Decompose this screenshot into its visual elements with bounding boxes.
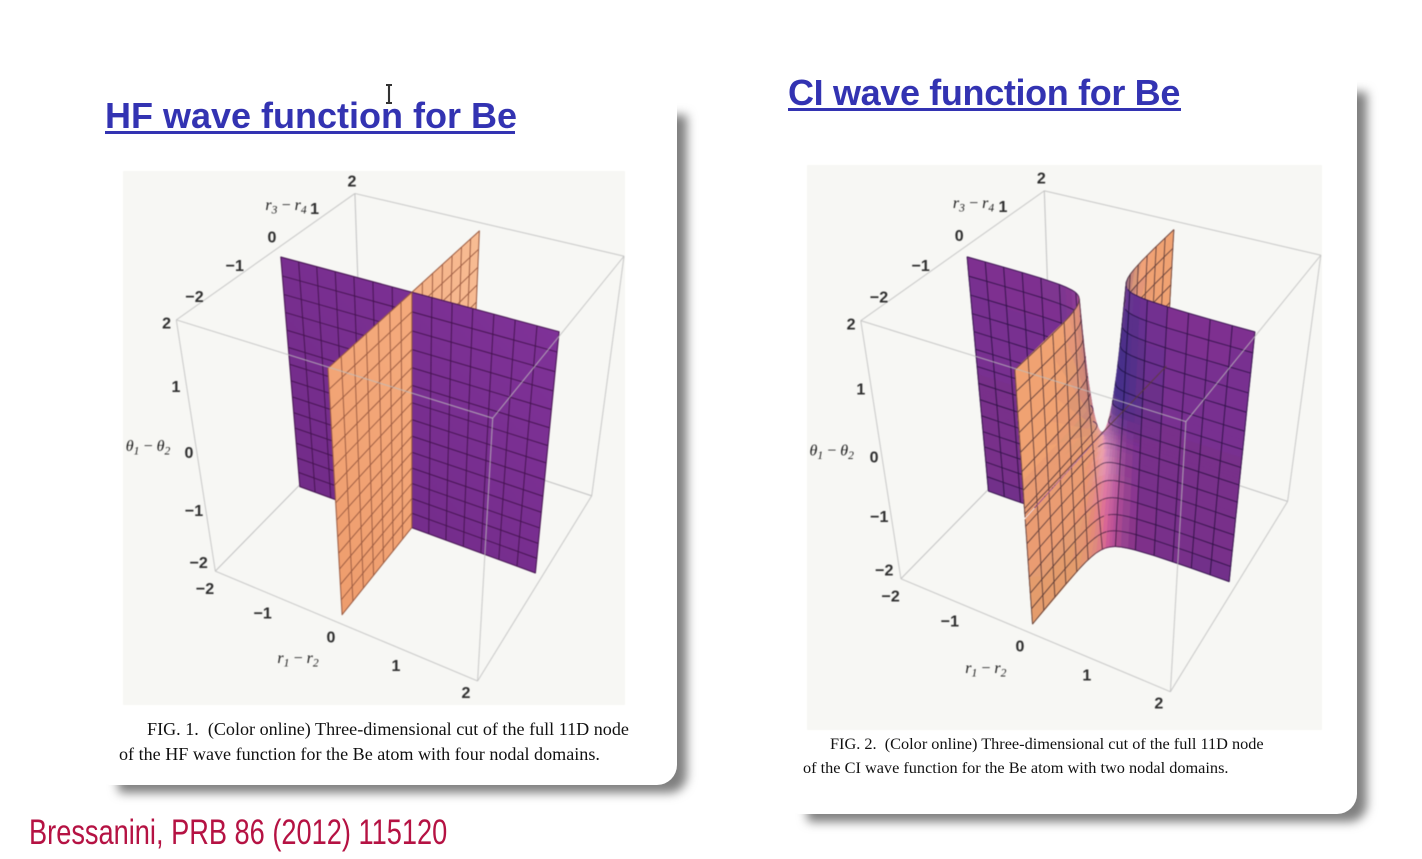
- svg-text:0: 0: [268, 229, 277, 246]
- svg-text:r1 − r2: r1 − r2: [965, 660, 1006, 680]
- svg-text:−1: −1: [941, 614, 959, 631]
- svg-text:0: 0: [870, 450, 879, 467]
- svg-text:1: 1: [999, 199, 1008, 216]
- svg-text:1: 1: [1082, 668, 1091, 685]
- svg-text:1: 1: [856, 382, 865, 399]
- svg-text:θ1 − θ2: θ1 − θ2: [126, 438, 171, 458]
- svg-text:2: 2: [847, 316, 856, 333]
- svg-text:1: 1: [310, 201, 319, 218]
- svg-text:−2: −2: [190, 555, 208, 572]
- svg-text:−1: −1: [254, 605, 272, 622]
- svg-text:0: 0: [1015, 639, 1024, 656]
- svg-text:r3 − r4: r3 − r4: [265, 197, 306, 217]
- svg-text:2: 2: [347, 173, 356, 190]
- svg-text:−2: −2: [196, 581, 214, 598]
- svg-text:−2: −2: [870, 290, 888, 307]
- svg-text:θ1 − θ2: θ1 − θ2: [809, 442, 854, 462]
- svg-text:−2: −2: [881, 589, 899, 606]
- svg-text:−2: −2: [185, 289, 203, 306]
- svg-text:2: 2: [1154, 696, 1163, 713]
- svg-text:−1: −1: [912, 258, 930, 275]
- svg-text:0: 0: [326, 629, 335, 646]
- svg-text:−2: −2: [875, 563, 893, 580]
- svg-text:−1: −1: [870, 509, 888, 526]
- svg-text:1: 1: [172, 379, 181, 396]
- svg-text:r3 − r4: r3 − r4: [953, 195, 994, 215]
- svg-text:0: 0: [955, 228, 964, 245]
- svg-text:−1: −1: [226, 258, 244, 275]
- svg-text:1: 1: [392, 658, 401, 675]
- svg-text:r1 − r2: r1 − r2: [277, 650, 318, 670]
- svg-text:2: 2: [1037, 171, 1046, 188]
- svg-text:2: 2: [162, 316, 171, 333]
- svg-text:−1: −1: [185, 503, 203, 520]
- svg-text:0: 0: [185, 445, 194, 462]
- svg-text:2: 2: [462, 685, 471, 702]
